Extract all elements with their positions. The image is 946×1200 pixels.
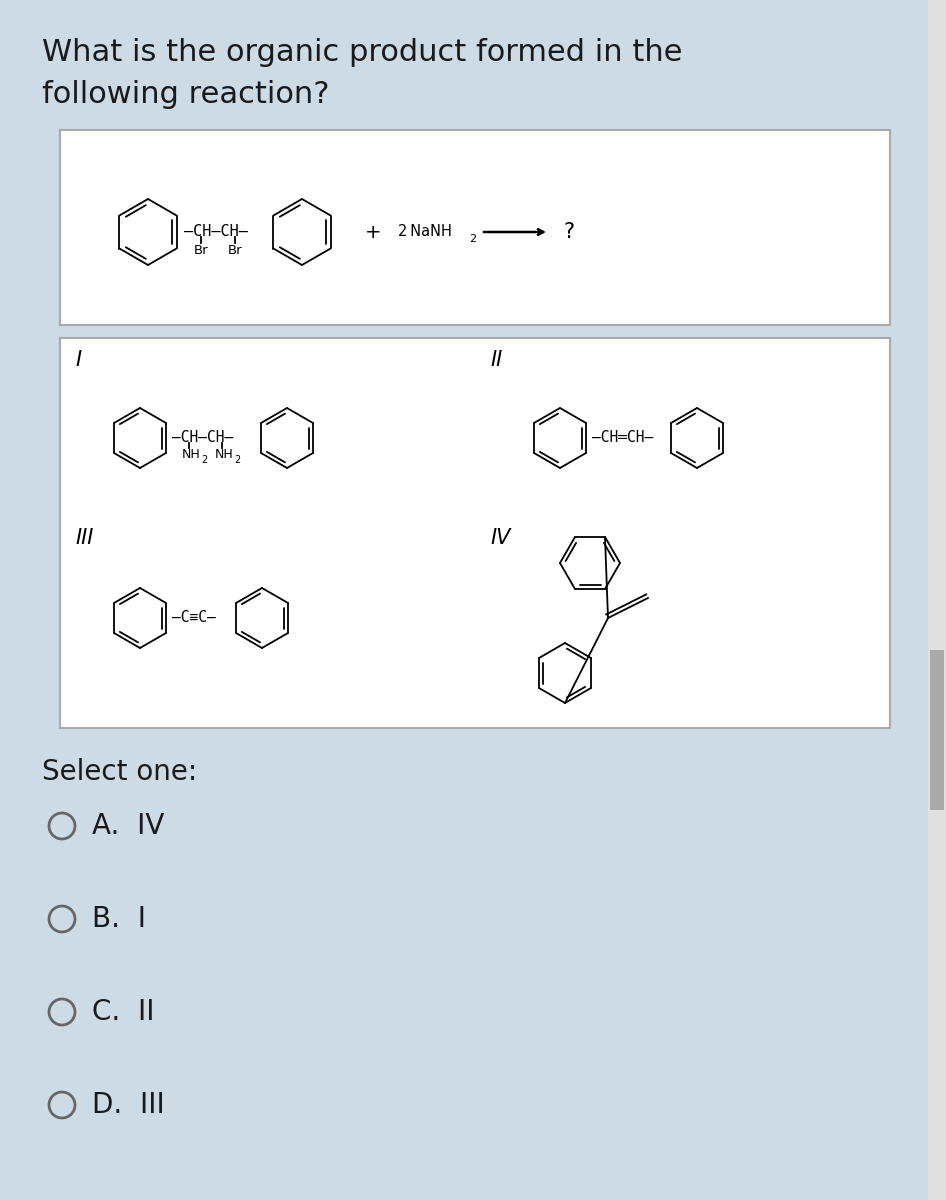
Text: –CH–CH–: –CH–CH– [184, 223, 248, 239]
Text: Br: Br [228, 244, 242, 257]
Text: I: I [75, 350, 81, 370]
Text: Br: Br [194, 244, 208, 257]
Text: –CH–CH–: –CH–CH– [172, 430, 234, 444]
Text: B.  I: B. I [92, 905, 146, 934]
Text: II: II [490, 350, 502, 370]
Text: NH: NH [215, 448, 234, 461]
Text: What is the organic product formed in the: What is the organic product formed in th… [42, 38, 682, 67]
Text: C.  II: C. II [92, 998, 154, 1026]
Text: A.  IV: A. IV [92, 812, 165, 840]
Text: III: III [75, 528, 94, 548]
Text: 2: 2 [234, 455, 240, 464]
Bar [60, 130, 890, 325]
Text: following reaction?: following reaction? [42, 80, 329, 109]
Text: 2: 2 [469, 234, 476, 244]
Text: +: + [365, 222, 381, 241]
Bar [60, 338, 890, 728]
Text: –CH═CH–: –CH═CH– [592, 430, 654, 444]
Text: D.  III: D. III [92, 1091, 165, 1118]
Text: IV: IV [490, 528, 511, 548]
Text: 2: 2 [201, 455, 207, 464]
Text: NH: NH [182, 448, 201, 461]
Text: –C≡C–: –C≡C– [172, 610, 216, 624]
Text: Select one:: Select one: [42, 758, 198, 786]
Text: 2 NaNH: 2 NaNH [398, 223, 452, 239]
Bar [930, 650, 944, 810]
Bar [928, 0, 946, 1200]
Text: ?: ? [563, 222, 574, 242]
